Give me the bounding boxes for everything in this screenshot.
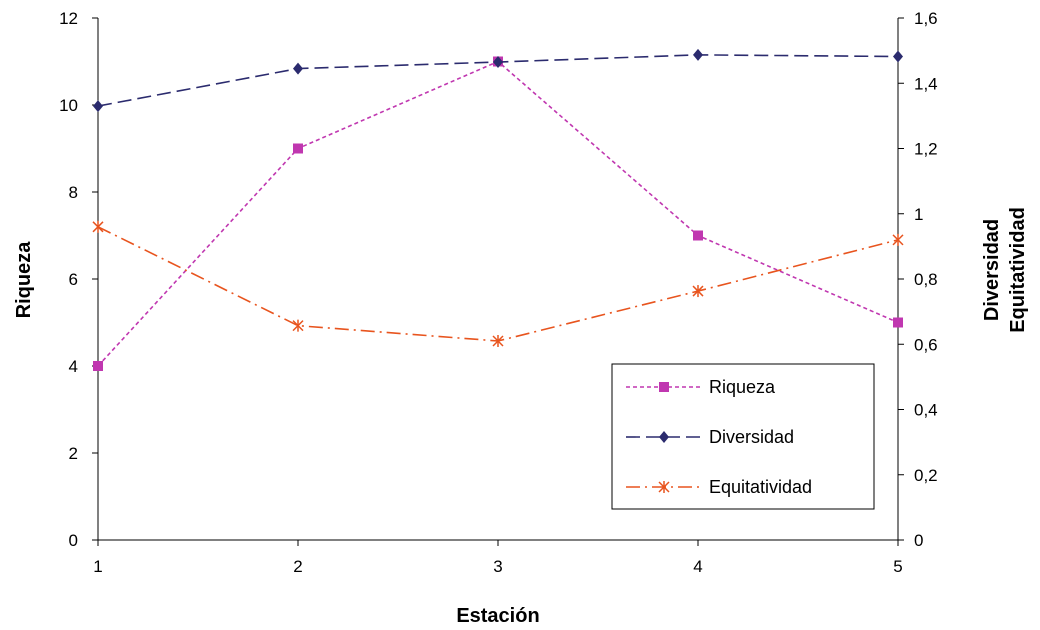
data-point — [693, 48, 703, 61]
series-diversidad — [93, 48, 903, 113]
data-point — [93, 361, 103, 371]
data-point — [892, 233, 904, 246]
legend-items: Riqueza Diversidad Equitatividad — [626, 377, 812, 497]
right-y-tick-label: 0,2 — [914, 466, 938, 485]
legend-item: Riqueza — [626, 377, 776, 397]
x-tick-label: 3 — [493, 557, 502, 576]
x-tick-label: 4 — [693, 557, 702, 576]
right-y-axis-title-line2: Equitatividad — [1007, 207, 1029, 333]
right-y-tick-label: 1,4 — [914, 74, 938, 93]
legend-marker — [659, 431, 669, 443]
x-axis-title: Estación — [456, 605, 539, 627]
legend-marker — [658, 481, 670, 493]
left-y-tick-label: 4 — [69, 357, 78, 376]
x-tick-label: 1 — [93, 557, 102, 576]
data-point — [893, 317, 903, 328]
data-point — [293, 143, 303, 154]
series-line — [97, 60, 899, 367]
left-y-tick-label: 10 — [59, 96, 78, 115]
legend-marker — [659, 382, 669, 392]
series-line — [97, 226, 899, 342]
data-point — [692, 285, 704, 298]
data-point — [293, 62, 303, 75]
left-y-axis-title: Riqueza — [13, 241, 35, 319]
left-y-tick-label: 2 — [69, 444, 78, 463]
right-y-axis-title-line1: Diversidad — [981, 219, 1003, 321]
data-point — [92, 220, 104, 233]
right-y-tick-label: 0,4 — [914, 401, 938, 420]
data-point — [93, 100, 103, 113]
right-y-tick-label: 0 — [914, 531, 923, 550]
data-point — [693, 230, 703, 241]
legend-item: Diversidad — [626, 427, 794, 447]
series-layer — [92, 48, 904, 371]
left-y-tick-label: 12 — [59, 9, 78, 28]
left-y-tick-label: 8 — [69, 183, 78, 202]
right-y-tick-label: 1 — [914, 205, 923, 224]
x-tick-label: 2 — [293, 557, 302, 576]
data-point — [492, 334, 504, 347]
legend-label: Equitatividad — [709, 477, 812, 497]
series-riqueza — [93, 56, 903, 371]
right-y-tick-label: 1,6 — [914, 9, 938, 28]
legend: Riqueza Diversidad Equitatividad — [611, 363, 875, 510]
legend-label: Riqueza — [709, 377, 776, 397]
right-y-tick-label: 1,2 — [914, 140, 938, 159]
data-point — [493, 56, 503, 69]
legend-label: Diversidad — [709, 427, 794, 447]
left-y-tick-label: 6 — [69, 270, 78, 289]
x-tick-label: 5 — [893, 557, 902, 576]
series-equitatividad — [92, 220, 904, 347]
legend-item: Equitatividad — [626, 477, 812, 497]
right-y-tick-label: 0,6 — [914, 335, 938, 354]
data-point — [893, 50, 903, 63]
labels-layer: Estación Riqueza Diversidad Equitativida… — [13, 207, 1029, 627]
data-point — [292, 319, 304, 332]
left-y-tick-label: 0 — [69, 531, 78, 550]
right-y-tick-label: 0,8 — [914, 270, 938, 289]
